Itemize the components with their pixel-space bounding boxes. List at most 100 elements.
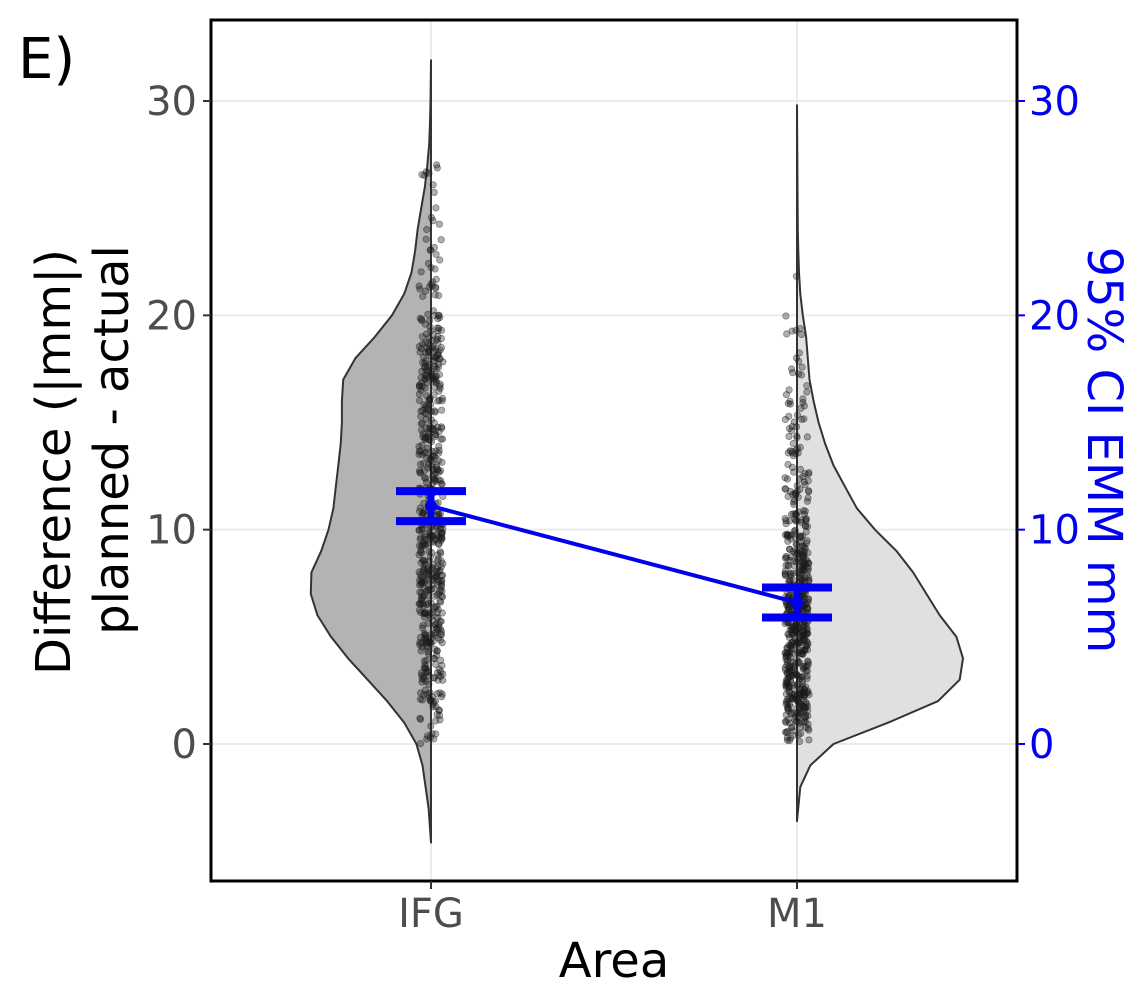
data-point [427,548,435,557]
data-point [783,530,791,538]
data-point [424,571,432,579]
data-point [787,510,796,519]
data-point [437,343,445,352]
data-point [428,374,436,382]
data-point [431,363,439,371]
data-point [416,468,424,477]
data-point [417,534,425,542]
data-point [791,515,799,523]
data-point [433,602,441,611]
data-point [435,706,443,715]
data-point [791,633,799,642]
data-point [783,700,792,708]
data-point [425,396,433,404]
data-point [427,697,435,705]
data-point [797,673,806,681]
data-point [427,599,435,607]
emm-errorbar-ifg [396,487,466,526]
data-point [419,509,427,517]
data-point [433,647,441,655]
data-point [784,651,792,660]
data-point [428,337,436,345]
data-point [422,664,430,672]
data-point [421,434,429,442]
data-point [437,672,445,681]
data-point [437,557,445,565]
data-point [422,356,430,365]
data-point [796,570,804,578]
data-point [434,509,442,517]
data-point [789,658,797,667]
data-point [421,374,429,382]
data-point [801,560,810,568]
data-point [429,307,437,315]
data-point [417,608,425,617]
data-point [795,700,804,708]
data-point [800,415,808,423]
data-point [795,673,804,681]
data-point [432,730,440,738]
data-point [784,449,792,457]
data-point [415,568,423,576]
data-point [429,181,437,189]
data-point [426,528,434,536]
data-point [416,689,425,697]
data-point [800,561,808,569]
data-point [418,359,427,367]
data-point [417,345,425,353]
data-point [426,317,434,325]
data-point [439,670,447,678]
data-point [782,520,790,528]
data-point [430,654,438,663]
data-point [415,450,423,459]
data-point [789,637,798,646]
data-point [433,647,441,655]
data-point [804,629,812,638]
data-point [791,549,799,558]
data-point [438,639,446,647]
data-point [415,282,423,290]
data-point [783,736,792,744]
data-point [798,673,806,681]
data-point [423,600,431,609]
data-point [424,339,432,347]
data-point [781,649,789,657]
data-point [783,679,791,687]
data-point [803,675,811,683]
data-point [435,442,443,450]
data-point [436,380,444,388]
data-point [793,433,801,442]
data-point [804,567,812,575]
data-point [422,415,430,423]
data-point [438,394,447,402]
data-point [430,623,438,631]
data-point [426,341,434,349]
data-point [419,621,427,629]
data-point [803,433,812,441]
data-point [417,647,425,655]
data-point [429,425,438,433]
data-point [417,548,425,556]
data-point [804,564,813,573]
data-point [434,339,442,347]
data-point [795,719,803,728]
data-point [432,703,440,711]
data-point [439,560,447,568]
data-point [432,275,440,283]
data-point [799,665,808,673]
data-point [435,449,443,457]
data-point [805,559,813,568]
data-point [430,470,438,478]
data-point [439,525,447,533]
data-point [417,386,425,394]
data-point [427,437,436,446]
data-point [782,653,790,661]
data-point [790,639,799,648]
data-point [421,435,429,444]
data-point [785,737,794,745]
data-point [782,718,790,726]
data-point [795,737,804,746]
data-point [789,569,797,577]
data-point [431,697,440,705]
data-point [805,736,813,744]
